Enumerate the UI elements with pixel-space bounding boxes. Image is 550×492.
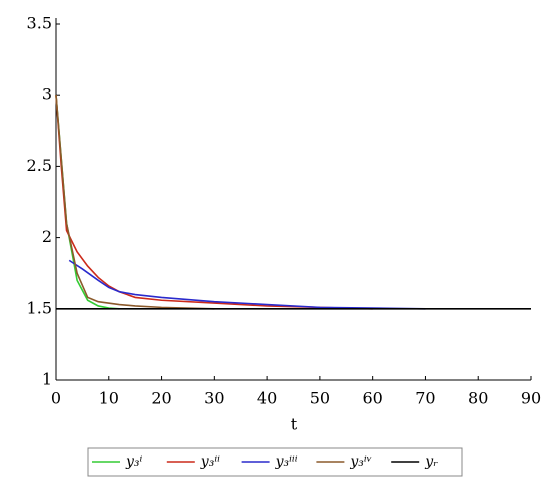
series-line <box>68 259 426 310</box>
x-tick-label: 20 <box>151 389 171 408</box>
y-tick-label: 2.5 <box>27 156 52 175</box>
legend-label: y₃ⁱⁱⁱ <box>275 454 298 470</box>
y-tick-label: 1 <box>42 370 52 389</box>
y-tick-label: 3 <box>42 85 52 104</box>
x-tick-label: 30 <box>204 389 224 408</box>
x-tick-label: 0 <box>51 389 61 408</box>
series-line <box>55 95 215 310</box>
legend-label: y₃ⁱᵛ <box>349 454 372 470</box>
x-tick-label: 60 <box>362 389 382 408</box>
series-line <box>55 95 373 310</box>
x-tick-label: 40 <box>257 389 277 408</box>
x-tick-label: 90 <box>521 389 541 408</box>
x-tick-label: 10 <box>99 389 119 408</box>
x-tick-label: 80 <box>468 389 488 408</box>
x-tick-label: 70 <box>415 389 435 408</box>
x-tick-label: 50 <box>310 389 330 408</box>
y-tick-label: 2 <box>42 227 52 246</box>
legend-label: yᵣ <box>424 454 438 470</box>
legend <box>87 447 463 477</box>
legend-label: y₃ⁱ <box>125 454 143 470</box>
legend-label: y₃ⁱⁱ <box>200 454 220 470</box>
y-tick-label: 1.5 <box>27 298 52 317</box>
x-axis-label: t <box>291 415 298 434</box>
y-tick-label: 3.5 <box>27 14 52 33</box>
